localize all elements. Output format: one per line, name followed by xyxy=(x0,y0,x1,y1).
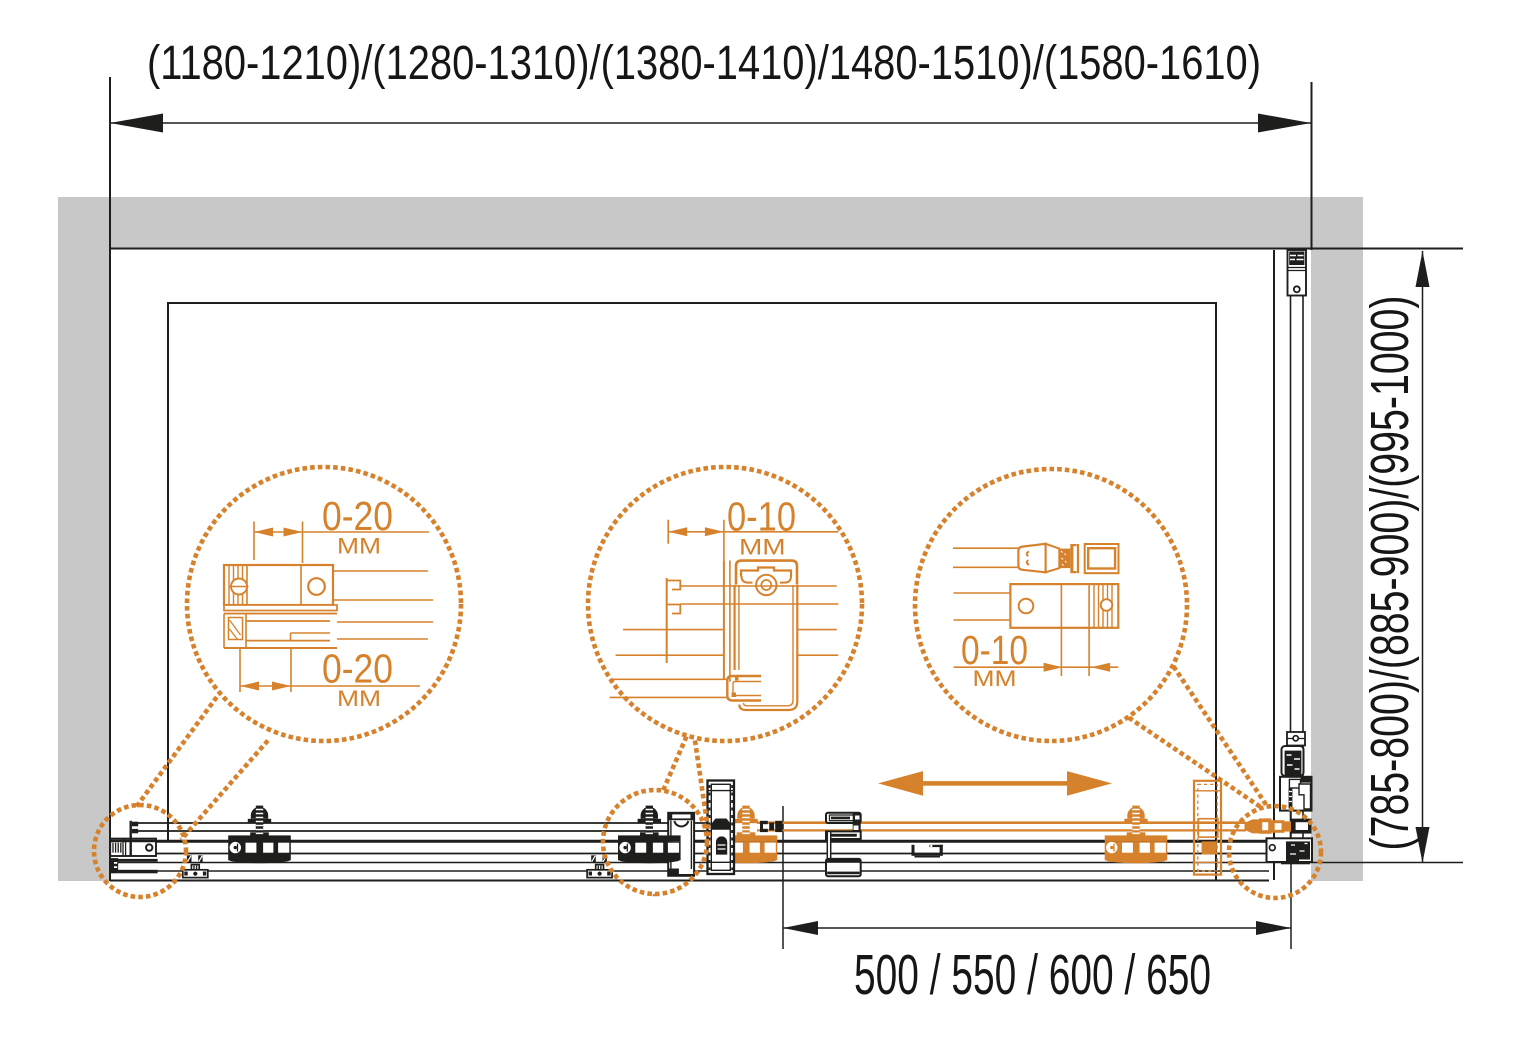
svg-text:MM: MM xyxy=(739,534,786,559)
svg-text:0-20: 0-20 xyxy=(322,493,393,539)
svg-text:0-10: 0-10 xyxy=(961,627,1028,673)
svg-text:MM: MM xyxy=(973,666,1017,691)
svg-text:MM: MM xyxy=(337,686,381,711)
svg-text:MM: MM xyxy=(337,534,381,559)
svg-text:0-10: 0-10 xyxy=(727,493,796,539)
svg-text:(785-800)/(885-900)/(995-1000): (785-800)/(885-900)/(995-1000) xyxy=(1360,296,1420,851)
svg-text:(1180-1210)/(1280-1310)/(1380-: (1180-1210)/(1280-1310)/(1380-1410)/1480… xyxy=(147,37,1261,90)
svg-text:500 / 550 / 600 / 650: 500 / 550 / 600 / 650 xyxy=(854,943,1211,1007)
svg-text:0-20: 0-20 xyxy=(322,646,393,692)
